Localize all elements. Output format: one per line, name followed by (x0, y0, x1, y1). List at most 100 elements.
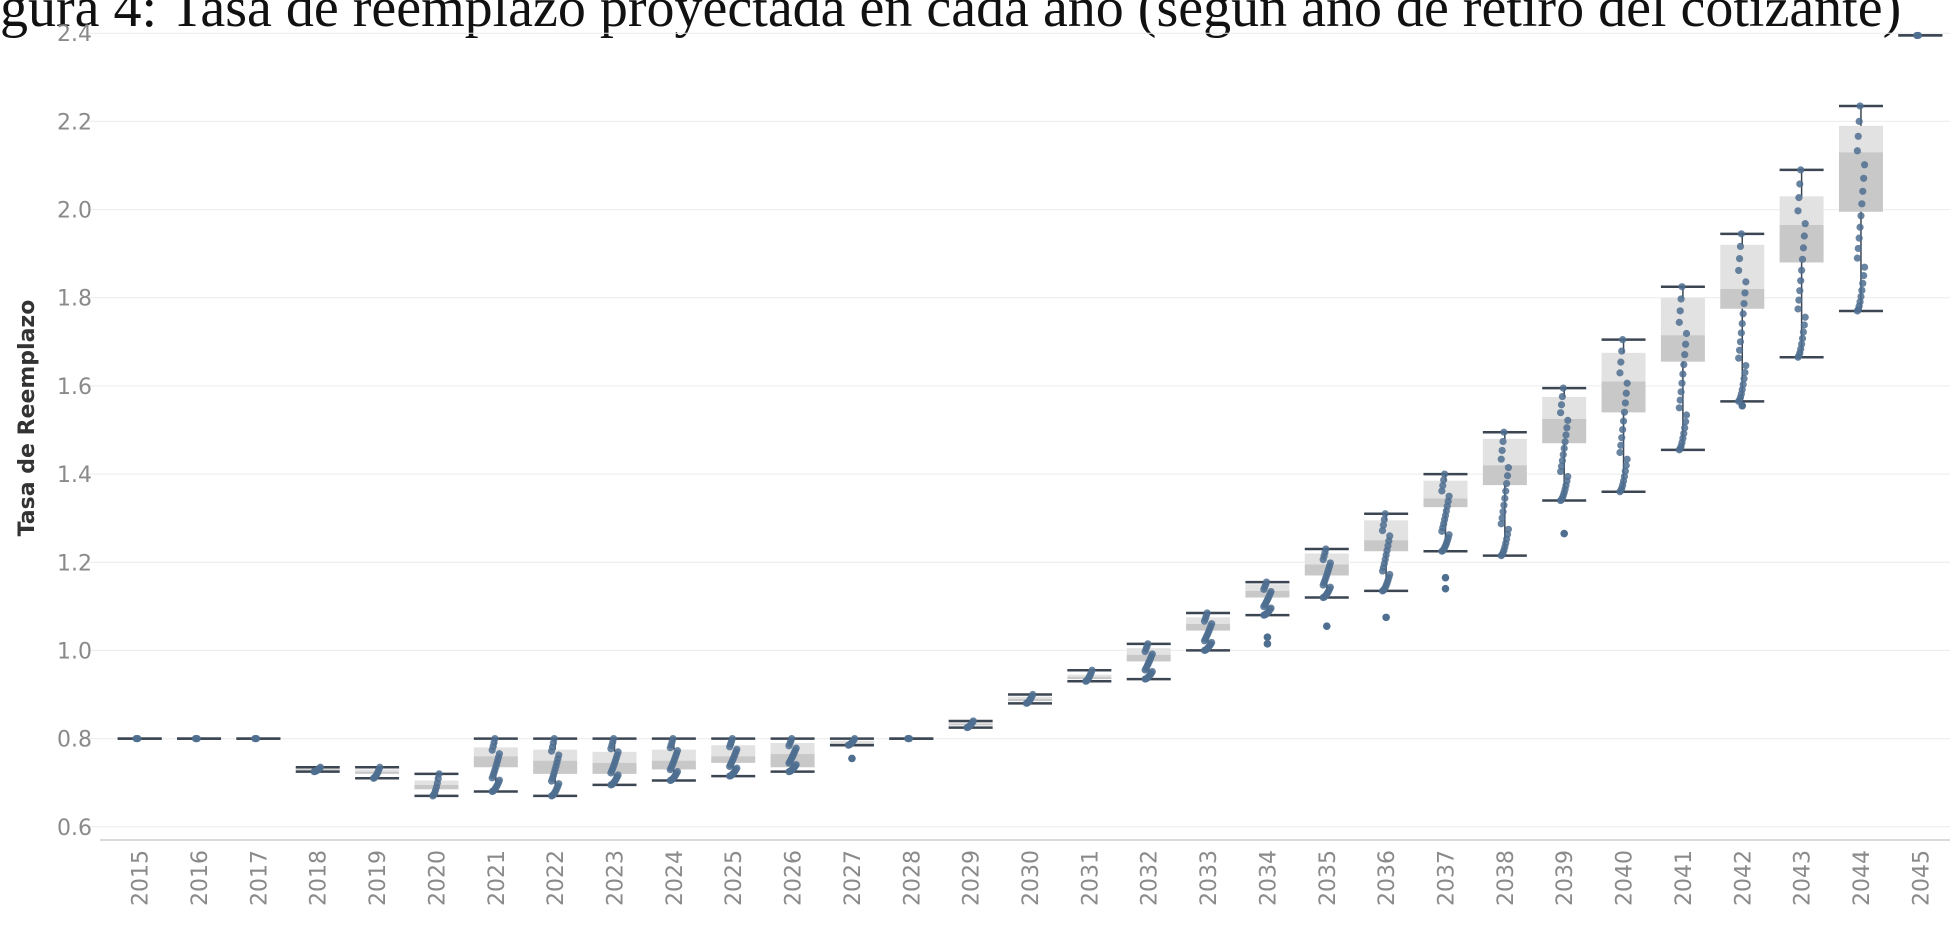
data-point (1322, 545, 1330, 553)
data-point (1439, 481, 1447, 490)
box-upper (533, 749, 578, 761)
data-point (555, 780, 563, 788)
data-point (1498, 514, 1506, 522)
data-point (1741, 289, 1749, 297)
data-point (1561, 438, 1569, 446)
data-point (252, 735, 261, 743)
data-point (1853, 254, 1861, 262)
data-point (1796, 180, 1804, 188)
box-2027 (829, 735, 874, 763)
data-point (550, 735, 558, 743)
x-tick-label: 2023 (604, 850, 629, 906)
y-tick-label: 0.8 (57, 728, 92, 753)
y-tick-label: 1.8 (57, 287, 92, 312)
data-point (1739, 310, 1747, 318)
data-point (1740, 375, 1748, 383)
data-point (495, 776, 504, 784)
data-point (1619, 336, 1627, 344)
x-tick-label: 2034 (1256, 850, 1281, 906)
box-upper (1423, 480, 1468, 499)
data-point (673, 747, 682, 755)
data-point (1800, 321, 1808, 329)
box-2033 (1186, 609, 1231, 655)
data-point (1617, 441, 1625, 449)
data-point (1262, 578, 1271, 586)
box-2032 (1126, 640, 1171, 683)
data-point (1856, 102, 1864, 110)
data-point (1680, 360, 1688, 369)
box-2043 (1779, 166, 1824, 361)
box-upper (1838, 125, 1883, 153)
data-point (1564, 416, 1572, 424)
data-point (1859, 279, 1867, 287)
data-point (1438, 487, 1446, 495)
data-point (1088, 666, 1096, 674)
x-tick-label: 2024 (663, 850, 688, 906)
data-point (1499, 437, 1507, 446)
x-tick-label: 2031 (1078, 850, 1103, 906)
x-tick-label: 2028 (900, 850, 925, 906)
data-point (1854, 244, 1862, 253)
data-point (1736, 242, 1745, 250)
outlier-point (1560, 529, 1568, 538)
data-point (1735, 354, 1743, 362)
box-2042 (1720, 230, 1765, 410)
x-tick-label: 2020 (425, 850, 450, 906)
data-point (905, 735, 914, 743)
data-point (555, 751, 563, 759)
data-point (1739, 380, 1747, 389)
data-point (1502, 487, 1510, 495)
data-point (1618, 434, 1626, 442)
y-tick-label: 1.0 (57, 639, 92, 664)
data-point (1498, 446, 1506, 455)
data-point (1029, 690, 1037, 699)
data-point (733, 764, 741, 772)
data-point (1677, 388, 1685, 396)
data-point (614, 771, 622, 779)
data-point (1855, 117, 1863, 125)
x-tick-label: 2029 (960, 850, 985, 906)
box-2041 (1660, 283, 1705, 454)
data-point (1440, 470, 1449, 478)
data-point (1208, 620, 1216, 628)
data-point (435, 770, 443, 778)
box-2035 (1304, 545, 1349, 630)
data-point (1504, 464, 1513, 472)
box-2023 (592, 735, 637, 789)
x-tick-label: 2030 (1019, 850, 1044, 906)
x-tick-label: 2016 (188, 850, 213, 906)
y-tick-label: 2.0 (57, 199, 92, 224)
box-2028 (889, 735, 934, 743)
data-point (1326, 559, 1334, 567)
data-point (673, 767, 682, 776)
y-tick-label: 1.6 (57, 375, 92, 400)
x-tick-label: 2037 (1434, 850, 1459, 906)
data-point (1497, 520, 1505, 528)
outlier-point (1441, 573, 1450, 582)
data-point (1557, 462, 1566, 470)
data-point (1853, 147, 1861, 155)
data-point (1676, 307, 1684, 315)
y-axis-label: Tasa de Reemplazo (15, 300, 40, 537)
data-point (1740, 299, 1748, 308)
data-point (1857, 212, 1865, 220)
box-upper (1364, 520, 1409, 541)
data-point (1148, 667, 1156, 676)
data-point (1619, 425, 1627, 434)
data-point (1860, 272, 1868, 280)
x-tick-label: 2045 (1909, 850, 1934, 906)
data-point (1794, 305, 1802, 313)
data-point (1557, 401, 1566, 409)
data-point (1857, 292, 1865, 301)
x-tick-label: 2033 (1197, 850, 1222, 906)
data-point (1503, 472, 1512, 480)
data-point (1679, 370, 1687, 378)
box-2018 (295, 763, 340, 776)
box-2039 (1542, 384, 1587, 538)
x-tick-label: 2022 (544, 850, 569, 906)
y-tick-label: 1.2 (57, 551, 92, 576)
data-point (1616, 448, 1624, 457)
box-2037 (1423, 470, 1468, 593)
data-point (1858, 286, 1866, 294)
